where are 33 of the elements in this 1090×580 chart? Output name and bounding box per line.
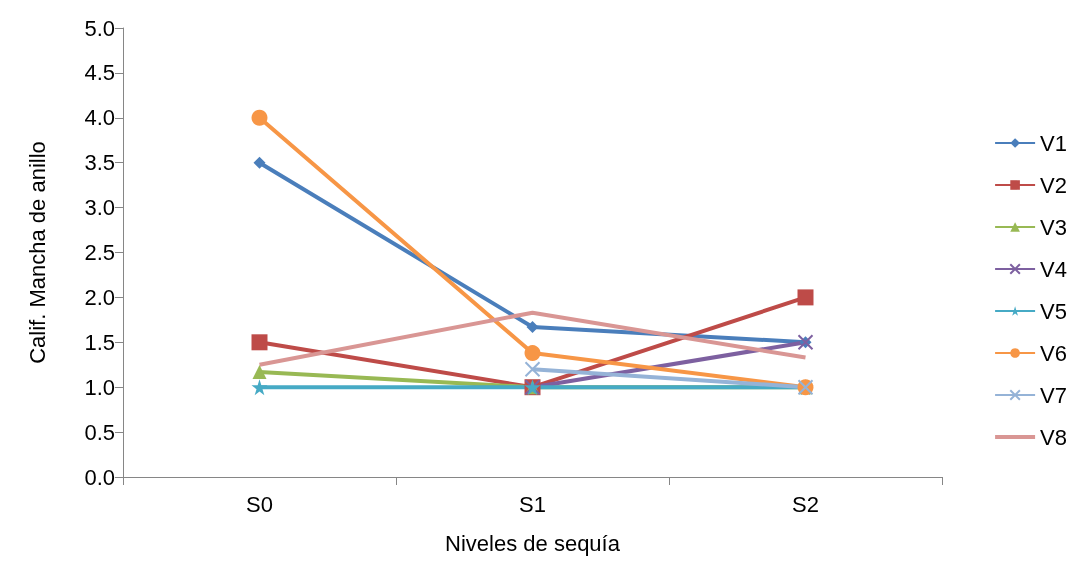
point <box>797 289 814 306</box>
legend-label: V3 <box>1040 214 1068 240</box>
y-tick-label: 3.0 <box>84 195 115 221</box>
legend-label: V8 <box>1040 424 1068 450</box>
point <box>252 364 267 379</box>
point <box>251 109 268 126</box>
legend-label: V2 <box>1040 172 1068 198</box>
point <box>524 361 541 378</box>
legend-label: V6 <box>1040 340 1068 366</box>
y-tick-label: 2.0 <box>84 284 115 310</box>
x-tick-label: S0 <box>246 491 273 517</box>
legend-label: V1 <box>1040 130 1068 156</box>
point <box>251 379 268 396</box>
y-tick-label: 5.0 <box>84 15 115 41</box>
point <box>253 156 266 169</box>
legend-label: V5 <box>1040 298 1068 324</box>
y-tick-label: 1.0 <box>84 374 115 400</box>
y-axis-title: Calif. Mancha de anillo <box>24 141 50 364</box>
point <box>526 321 539 334</box>
x-tick-label: S1 <box>519 491 546 517</box>
y-tick-label: 3.5 <box>84 150 115 176</box>
point <box>251 334 268 351</box>
y-tick-label: 0.5 <box>84 419 115 445</box>
y-tick-label: 4.0 <box>84 105 115 131</box>
y-tick-label: 0.0 <box>84 464 115 490</box>
x-tick-label: S2 <box>792 491 819 517</box>
y-tick-label: 1.5 <box>84 329 115 355</box>
y-tick-label: 2.5 <box>84 240 115 265</box>
y-tick-label: 4.5 <box>84 60 115 86</box>
x-axis-title: Niveles de sequía <box>445 530 621 556</box>
legend-label: V4 <box>1040 256 1068 282</box>
legend-label: V7 <box>1040 382 1068 408</box>
point <box>524 345 541 362</box>
